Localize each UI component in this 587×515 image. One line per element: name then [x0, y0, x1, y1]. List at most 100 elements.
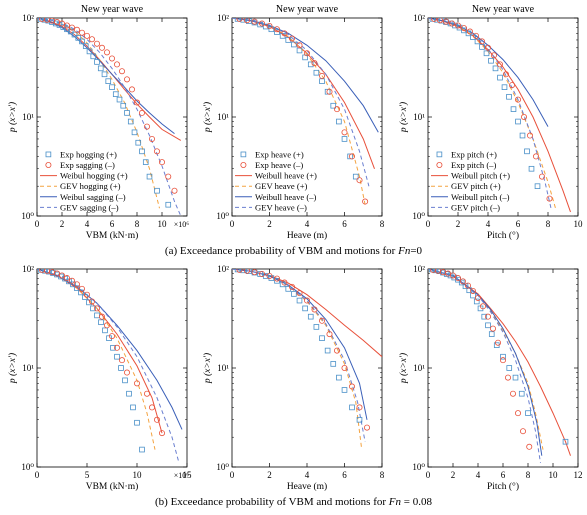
data-point-square [131, 129, 138, 136]
data-point-circle [362, 198, 369, 205]
data-point-square [102, 327, 108, 334]
data-point-circle [158, 430, 165, 437]
data-point-square [114, 353, 120, 360]
x-multiplier-label: ×10⁶ [174, 220, 190, 229]
data-point-square [41, 18, 48, 23]
legend: Exp pitch (+)Exp pitch (–)Weibull pitch … [431, 149, 510, 212]
data-point-circle [311, 306, 318, 313]
y-tick-label: 10² [22, 13, 34, 23]
legend-marker-square [436, 151, 443, 158]
data-point-circle [303, 50, 310, 57]
data-point-square [67, 28, 74, 35]
data-point-square [336, 374, 342, 381]
series-line [37, 269, 163, 434]
caption-b-suffix: = 0.08 [401, 496, 432, 508]
data-point-square [86, 48, 93, 55]
legend-label: Exp heave (+) [255, 149, 304, 159]
data-point-circle [119, 68, 126, 75]
axes-frame [427, 268, 579, 468]
x-tick-label: 2 [267, 470, 272, 480]
x-axis-label: Pitch (°) [487, 230, 519, 241]
x-tick-label: 8 [135, 219, 140, 229]
data-point-circle [99, 44, 106, 51]
data-point-circle [489, 325, 496, 332]
data-point-circle [143, 390, 150, 397]
data-point-square [45, 18, 52, 24]
plot-area [428, 18, 571, 213]
y-tick-label: 10⁰ [216, 462, 229, 472]
data-point-square [534, 183, 541, 189]
panel-title: New year wave [472, 4, 535, 15]
series-line [37, 269, 180, 464]
data-point-square [528, 165, 535, 172]
y-axis-label: p (x>x') [202, 102, 213, 133]
data-point-circle [341, 364, 348, 371]
data-point-circle [124, 76, 131, 83]
legend-marker-square [45, 151, 52, 158]
data-point-square [347, 153, 353, 160]
caption-a-prefix: (a) Exceedance probability of VBM and mo… [164, 245, 399, 257]
legend-label: GEV pitch (–) [451, 202, 500, 212]
chart-a1: 10⁰ 10¹ 10² 0 2 4 6 8 10 ×10⁶ New year wave VBM (kN… [7, 4, 189, 241]
data-point-circle [94, 305, 101, 312]
data-point-circle [326, 88, 333, 95]
data-point-circle [69, 277, 76, 284]
data-point-circle [266, 23, 273, 30]
data-point-circle [69, 24, 76, 31]
legend: Exp hogging (+)Exp sagging (–)Weibul hog… [40, 149, 128, 212]
data-point-circle [59, 20, 66, 27]
x-tick-label: 8 [380, 219, 385, 229]
data-point-circle [281, 279, 288, 286]
x-tick-label: 8 [380, 470, 385, 480]
data-point-circle [448, 20, 455, 27]
x-tick-label: 12 [574, 470, 583, 480]
data-point-square [139, 148, 145, 155]
data-point-square [52, 20, 59, 27]
data-point-circle [472, 32, 479, 39]
data-point-square [500, 353, 506, 360]
data-point-circle [124, 369, 131, 376]
series-line [232, 269, 366, 442]
data-point-circle [84, 291, 91, 298]
data-point-circle [138, 109, 145, 116]
data-point-circle [296, 42, 303, 49]
data-point-circle [348, 153, 355, 160]
data-point-square [71, 31, 78, 38]
x-tick-label: 6 [110, 219, 115, 229]
legend-label: GEV sagging (–) [60, 202, 119, 212]
caption-a: (a) Exceedance probability of VBM and mo… [0, 245, 587, 257]
chart-b2: 10⁰ 10¹ 10² 0 2 4 6 8 Heave (m) p (x>x') [202, 264, 385, 492]
x-tick-label: 0 [426, 470, 431, 480]
data-point-circle [84, 32, 91, 39]
x-axis-label: VBM (kN·m) [86, 481, 139, 492]
x-multiplier-label: ×10⁶ [174, 471, 190, 480]
data-point-square [524, 148, 530, 155]
data-point-square [82, 43, 89, 49]
legend: Exp heave (+)Exp heave (–)Weibull heave … [235, 149, 317, 212]
data-point-circle [288, 35, 295, 42]
data-point-circle [79, 285, 86, 292]
data-point-square [127, 118, 134, 125]
data-point-circle [244, 18, 250, 24]
series-line [232, 269, 362, 447]
y-tick-label: 10¹ [413, 112, 425, 122]
panel-title: New year wave [276, 4, 339, 15]
legend-label: GEV heave (–) [255, 202, 307, 212]
x-tick-label: 8 [526, 470, 531, 480]
data-point-circle [318, 72, 325, 79]
y-axis-label: p (x>x') [202, 353, 213, 384]
legend-label: GEV heave (+) [255, 181, 308, 191]
data-point-circle [460, 25, 467, 32]
y-axis-label: p (x>x') [7, 102, 18, 133]
data-point-square [488, 57, 494, 64]
data-point-circle [89, 36, 96, 43]
series-line [232, 18, 366, 205]
plot-area [37, 18, 182, 216]
plot-area [232, 18, 379, 205]
data-point-circle [539, 173, 546, 180]
caption-a-var: Fn [398, 245, 411, 257]
data-point-square [90, 53, 97, 60]
data-point-square [70, 281, 76, 288]
data-point-square [124, 110, 130, 116]
legend-label: Exp pitch (–) [451, 160, 496, 170]
